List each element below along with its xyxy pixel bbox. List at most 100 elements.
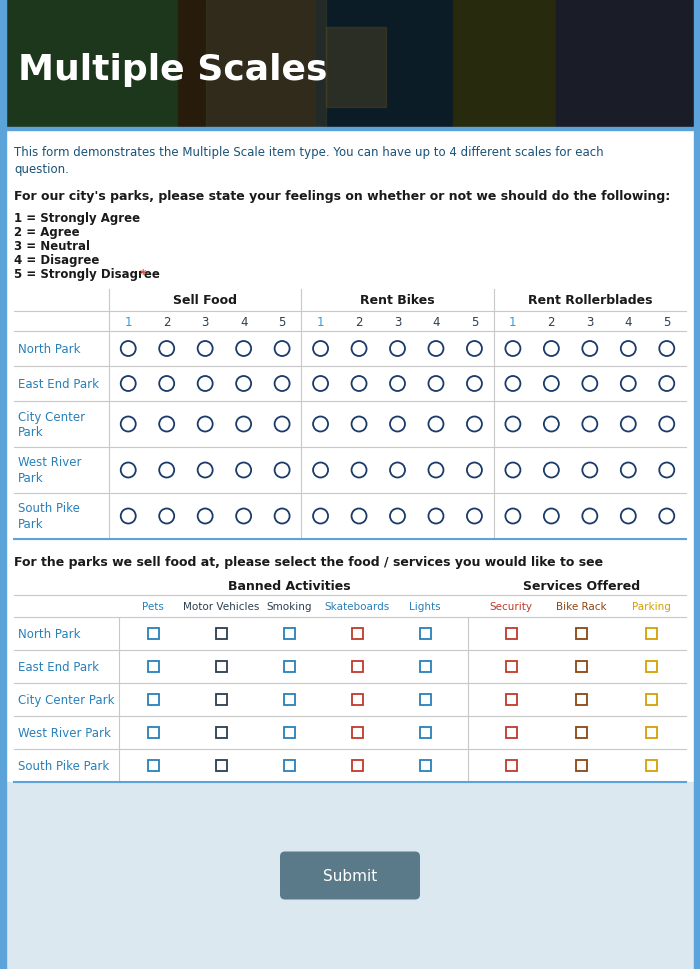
Circle shape	[159, 377, 174, 391]
Bar	[148, 694, 158, 705]
Circle shape	[621, 417, 636, 432]
Circle shape	[428, 377, 444, 391]
Text: 1: 1	[317, 315, 324, 328]
Circle shape	[351, 417, 367, 432]
Text: South Pike Park: South Pike Park	[18, 760, 109, 772]
Bar	[505, 661, 517, 672]
Bar	[575, 694, 587, 705]
Text: Bike Rack: Bike Rack	[556, 602, 606, 611]
Circle shape	[582, 377, 597, 391]
Circle shape	[659, 509, 674, 524]
Bar	[351, 728, 363, 738]
Circle shape	[505, 377, 520, 391]
Bar	[351, 628, 363, 640]
Circle shape	[197, 509, 213, 524]
Text: Rent Bikes: Rent Bikes	[360, 295, 435, 307]
Text: West River Park: West River Park	[18, 726, 111, 739]
Circle shape	[390, 377, 405, 391]
Bar	[284, 761, 295, 771]
Circle shape	[390, 463, 405, 478]
Bar	[556, 0, 694, 128]
Circle shape	[505, 417, 520, 432]
Text: 5: 5	[470, 315, 478, 328]
Bar	[148, 661, 158, 672]
Bar	[206, 0, 326, 128]
Circle shape	[390, 417, 405, 432]
Circle shape	[274, 509, 290, 524]
Circle shape	[428, 463, 444, 478]
Bar	[694, 0, 700, 969]
Bar	[645, 728, 657, 738]
Circle shape	[544, 377, 559, 391]
Circle shape	[467, 509, 482, 524]
Bar	[420, 761, 430, 771]
Text: Parking: Parking	[631, 602, 671, 611]
Text: Motor Vehicles: Motor Vehicles	[183, 602, 259, 611]
Bar	[453, 0, 556, 128]
Circle shape	[390, 342, 405, 357]
Circle shape	[390, 509, 405, 524]
Bar	[284, 661, 295, 672]
Text: City Center Park: City Center Park	[18, 693, 115, 706]
Text: This form demonstrates the Multiple Scale item type. You can have up to 4 differ: This form demonstrates the Multiple Scal…	[14, 146, 603, 175]
Text: Multiple Scales: Multiple Scales	[18, 53, 328, 87]
Circle shape	[159, 463, 174, 478]
Circle shape	[159, 509, 174, 524]
Circle shape	[659, 417, 674, 432]
Bar	[6, 0, 694, 128]
Text: 4: 4	[240, 315, 247, 328]
Text: Submit: Submit	[323, 868, 377, 883]
Bar	[420, 628, 430, 640]
Circle shape	[159, 342, 174, 357]
Text: City Center
Park: City Center Park	[18, 410, 85, 439]
Circle shape	[582, 463, 597, 478]
Circle shape	[428, 342, 444, 357]
Bar	[6, 782, 694, 969]
Circle shape	[120, 509, 136, 524]
Bar	[148, 728, 158, 738]
Text: 4 = Disagree: 4 = Disagree	[14, 254, 99, 266]
Circle shape	[159, 417, 174, 432]
Bar	[505, 728, 517, 738]
Circle shape	[467, 342, 482, 357]
Circle shape	[351, 509, 367, 524]
Text: South Pike
Park: South Pike Park	[18, 502, 80, 531]
Circle shape	[659, 342, 674, 357]
Circle shape	[621, 342, 636, 357]
Text: *: *	[140, 267, 146, 281]
Circle shape	[313, 509, 328, 524]
Circle shape	[236, 377, 251, 391]
Text: Lights: Lights	[410, 602, 441, 611]
Text: West River
Park: West River Park	[18, 456, 81, 485]
Circle shape	[505, 509, 520, 524]
Bar	[326, 28, 386, 108]
Circle shape	[197, 377, 213, 391]
Bar	[575, 761, 587, 771]
Circle shape	[313, 342, 328, 357]
Bar	[505, 761, 517, 771]
Bar	[284, 694, 295, 705]
Bar	[148, 628, 158, 640]
Text: East End Park: East End Park	[18, 378, 99, 391]
Text: Smoking: Smoking	[266, 602, 312, 611]
Text: East End Park: East End Park	[18, 660, 99, 673]
Circle shape	[659, 377, 674, 391]
Circle shape	[236, 342, 251, 357]
Text: Sell Food: Sell Food	[173, 295, 237, 307]
Text: Services Offered: Services Offered	[522, 578, 640, 592]
Bar	[0, 0, 6, 969]
Bar	[6, 128, 694, 131]
Text: 5: 5	[663, 315, 671, 328]
Circle shape	[621, 377, 636, 391]
Text: Skateboards: Skateboards	[325, 602, 390, 611]
Circle shape	[274, 342, 290, 357]
Circle shape	[313, 377, 328, 391]
Bar	[6, 0, 178, 128]
Circle shape	[236, 509, 251, 524]
Text: 5: 5	[279, 315, 286, 328]
FancyBboxPatch shape	[280, 852, 420, 899]
Circle shape	[351, 377, 367, 391]
Circle shape	[582, 342, 597, 357]
Circle shape	[120, 342, 136, 357]
Circle shape	[120, 377, 136, 391]
